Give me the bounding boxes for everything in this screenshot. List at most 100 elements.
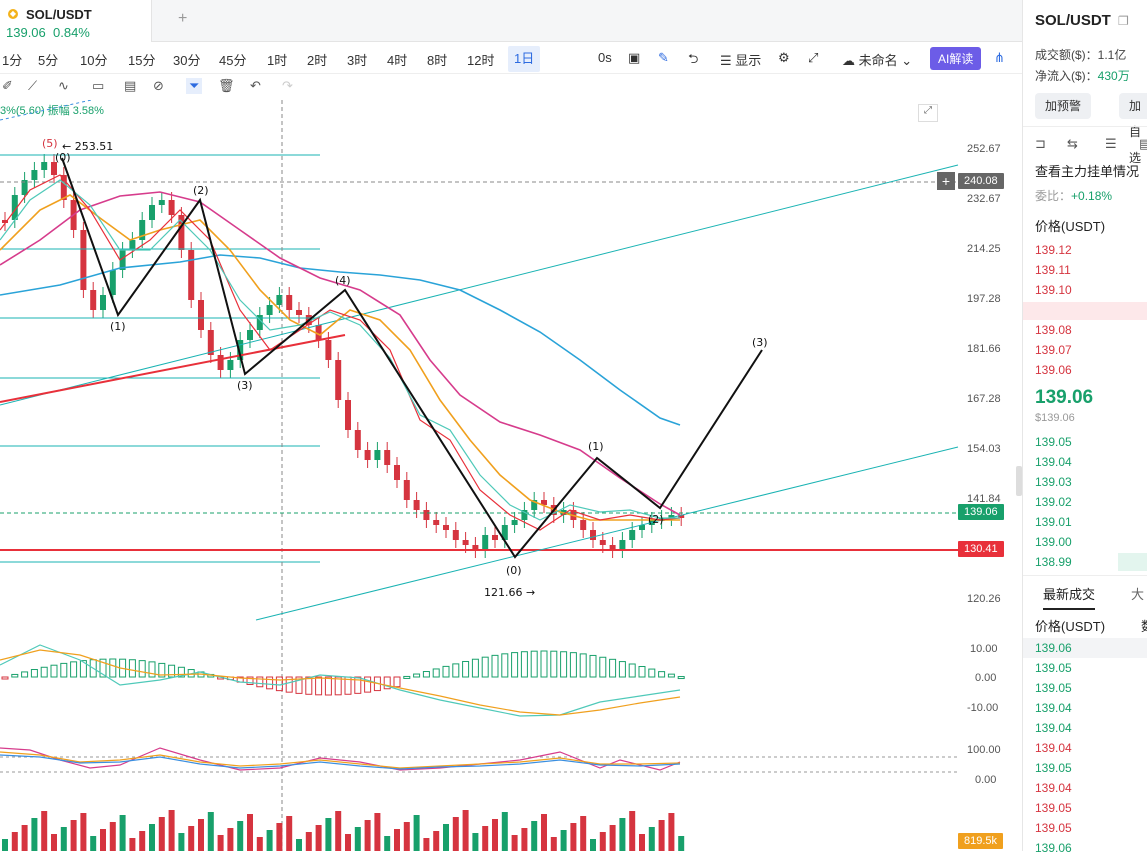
tf-1h[interactable]: 1时	[267, 53, 288, 68]
volume-bar	[2, 839, 8, 851]
trade-row[interactable]: 139.05	[1035, 661, 1072, 675]
fullscreen-icon[interactable]: ⤢	[808, 50, 819, 65]
list-view-icon[interactable]: ☰	[1105, 136, 1117, 151]
volume-bar	[433, 831, 440, 851]
ask-row[interactable]: 139.07	[1035, 343, 1072, 357]
volume-bar	[443, 824, 449, 851]
trade-row[interactable]: 139.04	[1035, 721, 1072, 735]
return-icon[interactable]: ⮌	[688, 51, 699, 66]
mainforce-link[interactable]: 查看主力挂单情况	[1035, 164, 1140, 179]
tf-2h[interactable]: 2时	[307, 53, 328, 68]
tf-8h[interactable]: 8时	[427, 53, 448, 68]
orderbook-price-header: 价格(USDT)	[1035, 219, 1106, 234]
camera-icon[interactable]: ▣	[628, 50, 641, 65]
alert-button[interactable]: 加预警	[1035, 93, 1092, 119]
ask-row[interactable]: 139.12	[1035, 243, 1072, 257]
tf-3h[interactable]: 3时	[347, 53, 368, 68]
volume-bar	[345, 834, 351, 851]
volume-bar	[139, 831, 146, 851]
bid-row[interactable]: 139.00	[1035, 535, 1072, 549]
tf-30m[interactable]: 30分	[173, 53, 201, 68]
copy-icon[interactable]: ❐	[1118, 14, 1129, 28]
ask-highlight	[1023, 302, 1147, 320]
add-line-button[interactable]: +	[937, 172, 955, 190]
filter-icon[interactable]: ⏷	[186, 78, 203, 94]
panel-collapse-handle[interactable]	[1016, 466, 1022, 496]
candle	[266, 305, 273, 315]
tf-10m[interactable]: 10分	[80, 53, 108, 68]
book-view-icon[interactable]: ⊐	[1035, 136, 1046, 151]
macd-bar	[667, 673, 675, 678]
bids-view-icon[interactable]: ⇆	[1067, 136, 1078, 151]
rect-icon[interactable]: ▭	[92, 78, 105, 93]
ask-row[interactable]: 139.08	[1035, 323, 1072, 337]
bid-row[interactable]: 139.02	[1035, 495, 1072, 509]
tf-15m[interactable]: 15分	[128, 53, 156, 68]
share-icon[interactable]: ⋔	[994, 50, 1005, 65]
redo-icon[interactable]: ↷	[282, 78, 293, 93]
add-watchlist-button[interactable]: 加自选	[1119, 93, 1147, 165]
undo-icon[interactable]: ↶	[250, 78, 261, 93]
ai-interpret-button[interactable]: AI解读	[930, 47, 982, 70]
tf-12h[interactable]: 12时	[467, 53, 495, 68]
layout-select[interactable]: ☁ 未命名 ⌄	[842, 53, 913, 68]
expand-icon[interactable]: ⤢	[918, 104, 938, 122]
trade-row[interactable]: 139.05	[1035, 681, 1072, 695]
tab-sol-usdt[interactable]: ◆ SOL/USDT 139.06 0.84%	[0, 0, 152, 42]
candle	[639, 525, 645, 530]
coin-icon: ◆	[8, 9, 18, 19]
trade-row[interactable]: 139.04	[1035, 701, 1072, 715]
tf-4h[interactable]: 4时	[387, 53, 408, 68]
note-icon[interactable]: ▤	[124, 78, 137, 93]
trash-icon[interactable]: 🗑	[218, 78, 235, 93]
volume-bar	[619, 818, 626, 851]
ma-blue	[0, 254, 681, 426]
tab-large-trades[interactable]: 大	[1131, 587, 1145, 602]
draw-line-icon[interactable]: ✐	[2, 78, 13, 93]
macd-bar	[364, 676, 372, 693]
candle	[364, 450, 371, 460]
label-w5: (5)	[42, 137, 58, 150]
brush-icon[interactable]: ⟋	[28, 78, 38, 93]
bid-row[interactable]: 138.99	[1035, 555, 1072, 569]
magnet-icon[interactable]: ⊘	[153, 78, 164, 93]
asks-view-icon[interactable]: ▤	[1139, 136, 1147, 151]
tab-latest-trades[interactable]: 最新成交	[1043, 584, 1096, 610]
ask-row[interactable]: 139.06	[1035, 363, 1072, 377]
tf-5m[interactable]: 5分	[38, 53, 59, 68]
ask-row[interactable]: 139.10	[1035, 283, 1072, 297]
tf-45m[interactable]: 45分	[219, 53, 247, 68]
bid-row[interactable]: 139.03	[1035, 475, 1072, 489]
axis-price-8: 120.26	[967, 593, 1001, 605]
settings-icon[interactable]: ⚙	[778, 50, 790, 65]
add-tab-button[interactable]: +	[178, 10, 188, 27]
trade-row[interactable]: 139.06	[1035, 641, 1072, 655]
candle	[619, 540, 626, 550]
macd-bar	[432, 668, 440, 678]
volume-bar	[256, 837, 263, 851]
trade-row[interactable]: 139.04	[1035, 741, 1072, 755]
display-menu[interactable]: ☰ 显示	[720, 53, 762, 68]
axis-price-1: 232.67	[967, 193, 1001, 205]
axis-price-0: 252.67	[967, 143, 1001, 155]
zero-button[interactable]: 0s	[598, 50, 612, 65]
pencil-icon[interactable]: ✎	[658, 50, 669, 65]
trade-row[interactable]: 139.05	[1035, 761, 1072, 775]
bid-row[interactable]: 139.05	[1035, 435, 1072, 449]
bid-row[interactable]: 139.04	[1035, 455, 1072, 469]
trade-row[interactable]: 139.05	[1035, 821, 1072, 835]
ask-row[interactable]: 139.11	[1035, 263, 1071, 277]
bid-row[interactable]: 139.01	[1035, 515, 1072, 529]
trade-row[interactable]: 139.04	[1035, 781, 1072, 795]
wave-icon[interactable]: ∿	[58, 78, 69, 93]
tf-1d[interactable]: 1日	[508, 46, 541, 72]
chart-area[interactable]: ◆ SOL/USDT 139.06 0.84% + 1分 5分 10分 15分 …	[0, 0, 1022, 851]
candle	[198, 300, 204, 330]
macd-bar	[109, 658, 117, 678]
main-chart-svg[interactable]: (5) (0) ← 253.51 (1) (2) (3) (4) (0) 121…	[0, 100, 960, 851]
trade-row[interactable]: 139.06	[1035, 841, 1072, 855]
trade-row[interactable]: 139.05	[1035, 801, 1072, 815]
macd-bar	[658, 671, 666, 678]
volume-bar	[678, 836, 685, 851]
tf-1m[interactable]: 1分	[2, 53, 23, 68]
